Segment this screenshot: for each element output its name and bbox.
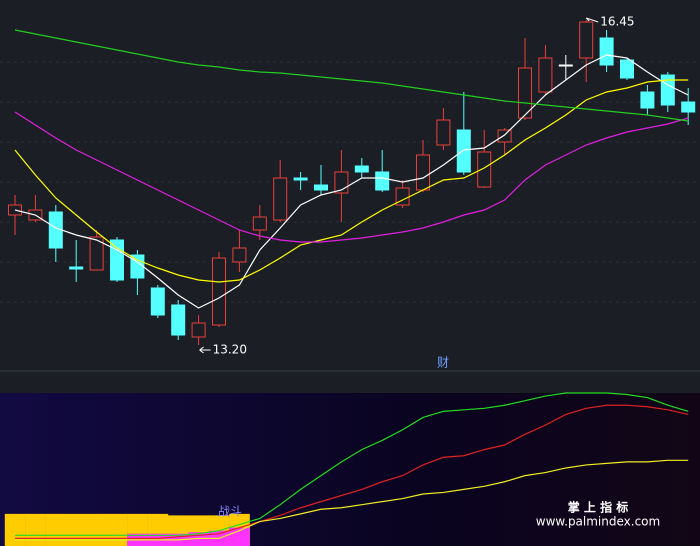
candle-body — [212, 257, 226, 326]
candle-body — [558, 64, 573, 67]
candle-body — [640, 91, 655, 109]
indicator-bar — [66, 513, 87, 546]
candle-body — [477, 151, 492, 188]
signal-label: 战斗 — [218, 505, 242, 519]
candle-body — [273, 177, 288, 221]
line — [14, 54, 689, 309]
candle-body — [538, 57, 553, 93]
candle-body — [314, 184, 328, 191]
candle-body — [599, 37, 614, 66]
candle-body — [518, 67, 532, 119]
candle-body — [130, 254, 145, 279]
marker-label: 财 — [437, 356, 449, 370]
candle-body — [375, 171, 390, 191]
candle-body — [436, 119, 451, 146]
candle-body — [456, 129, 471, 173]
candle-body — [416, 154, 430, 191]
candle-body — [354, 165, 369, 173]
candle-body — [150, 287, 165, 316]
indicator-bar — [86, 513, 107, 546]
candle-body — [110, 239, 124, 281]
candle-body — [293, 177, 308, 181]
candle-body — [89, 236, 104, 271]
indicator-bar — [25, 513, 46, 546]
watermark: www.palmindex.com — [536, 515, 660, 529]
candle-body — [69, 266, 84, 270]
line — [14, 111, 689, 243]
line — [15, 392, 689, 536]
candle-body — [620, 59, 634, 79]
candle-body — [171, 304, 186, 336]
candle-body — [497, 129, 512, 143]
candle-body — [252, 216, 267, 231]
indicator-bar — [45, 513, 67, 546]
candle-body — [579, 21, 594, 59]
indicator-bar — [4, 513, 26, 546]
candle-body — [191, 322, 206, 338]
max-label: 16.45 — [600, 15, 634, 29]
max-arrow — [585, 17, 599, 23]
min-label: 13.20 — [213, 343, 247, 357]
candle-body — [681, 101, 696, 113]
line — [14, 29, 689, 122]
min-arrow — [199, 346, 211, 354]
line — [15, 404, 689, 539]
indicator-bar — [106, 513, 128, 546]
line — [15, 459, 689, 541]
candle-body — [232, 247, 247, 263]
watermark: 掌 上 指 标 — [568, 500, 629, 515]
